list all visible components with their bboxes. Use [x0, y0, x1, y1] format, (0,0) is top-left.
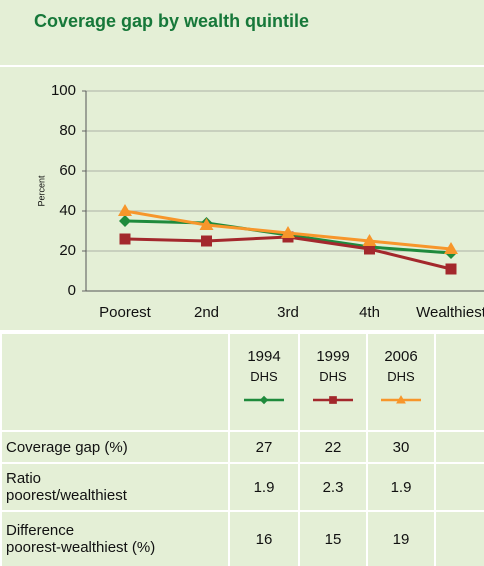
header-row: 1994 DHS 1999 DHS 2006 DHS: [0, 332, 484, 432]
legend-swatch: [313, 396, 353, 404]
legend-swatch: [244, 395, 284, 405]
marker: [445, 263, 457, 275]
table-cell: [434, 332, 484, 432]
legend-text: 1994: [247, 348, 281, 365]
marker: [364, 243, 375, 255]
table-cell: 1.9: [228, 462, 300, 512]
legend-swatch: [381, 395, 421, 404]
marker: [259, 395, 269, 405]
y-tick-label: 20: [59, 242, 76, 259]
chart: Coverage gap by wealth quintile Percent …: [0, 11, 484, 332]
y-tick-label: 60: [59, 162, 76, 179]
table-cell: 19: [366, 510, 436, 566]
marker: [199, 218, 214, 230]
legend-text: 1999: [316, 348, 350, 365]
table-cell: 2006 DHS: [366, 332, 436, 432]
x-tick-label: 2nd: [194, 304, 219, 321]
x-tick-label: 3rd: [277, 304, 299, 321]
marker: [119, 233, 131, 245]
table-cell: Coverage gap (%): [0, 430, 230, 464]
y-tick-label: 40: [59, 202, 76, 219]
chart-title: Coverage gap by wealth quintile: [34, 11, 309, 31]
marker: [118, 204, 132, 216]
table-cell: 30: [366, 430, 436, 464]
legend-text: 2006: [384, 348, 418, 365]
table-cell: 15: [298, 510, 368, 566]
x-tick-label: 4th: [359, 304, 380, 321]
legend-text: DHS: [387, 369, 415, 384]
table-cell: [0, 332, 230, 432]
table-cell: 2.3: [298, 462, 368, 512]
table-cell: Difference poorest-wealthiest (%): [0, 510, 230, 566]
x-tick-label: Poorest: [99, 304, 152, 321]
marker: [329, 396, 337, 404]
marker: [281, 226, 295, 238]
data-table: 1994 DHS 1999 DHS 2006 DHS Coverage gap (%) 27 2…: [0, 332, 484, 566]
table-cell: 22: [298, 430, 368, 464]
marker: [396, 395, 406, 404]
table-row: Ratio poorest/wealthiest 1.9 2.3 1.9: [0, 462, 484, 512]
table-cell: [434, 430, 484, 464]
y-axis-label: Percent: [36, 175, 46, 207]
table-cell: 1994 DHS: [228, 332, 300, 432]
table-cell: [434, 462, 484, 512]
marker: [362, 234, 377, 246]
table-cell: 16: [228, 510, 300, 566]
table-cell: 27: [228, 430, 300, 464]
marker: [119, 215, 131, 227]
y-tick-label: 80: [59, 122, 76, 139]
y-tick-label: 100: [51, 82, 76, 99]
x-tick-label: Wealthiest: [416, 304, 484, 321]
table-row: Coverage gap (%) 27 22 30: [0, 430, 484, 464]
legend-text: DHS: [319, 369, 347, 384]
table-cell: [434, 510, 484, 566]
table-cell: 1999 DHS: [298, 332, 368, 432]
table-row: Difference poorest-wealthiest (%) 16 15 19: [0, 510, 484, 566]
legend-text: DHS: [250, 369, 278, 384]
y-tick-label: 0: [68, 282, 76, 299]
table-cell: Ratio poorest/wealthiest: [0, 462, 230, 512]
marker: [444, 242, 458, 254]
marker: [201, 235, 212, 247]
table-cell: 1.9: [366, 462, 436, 512]
